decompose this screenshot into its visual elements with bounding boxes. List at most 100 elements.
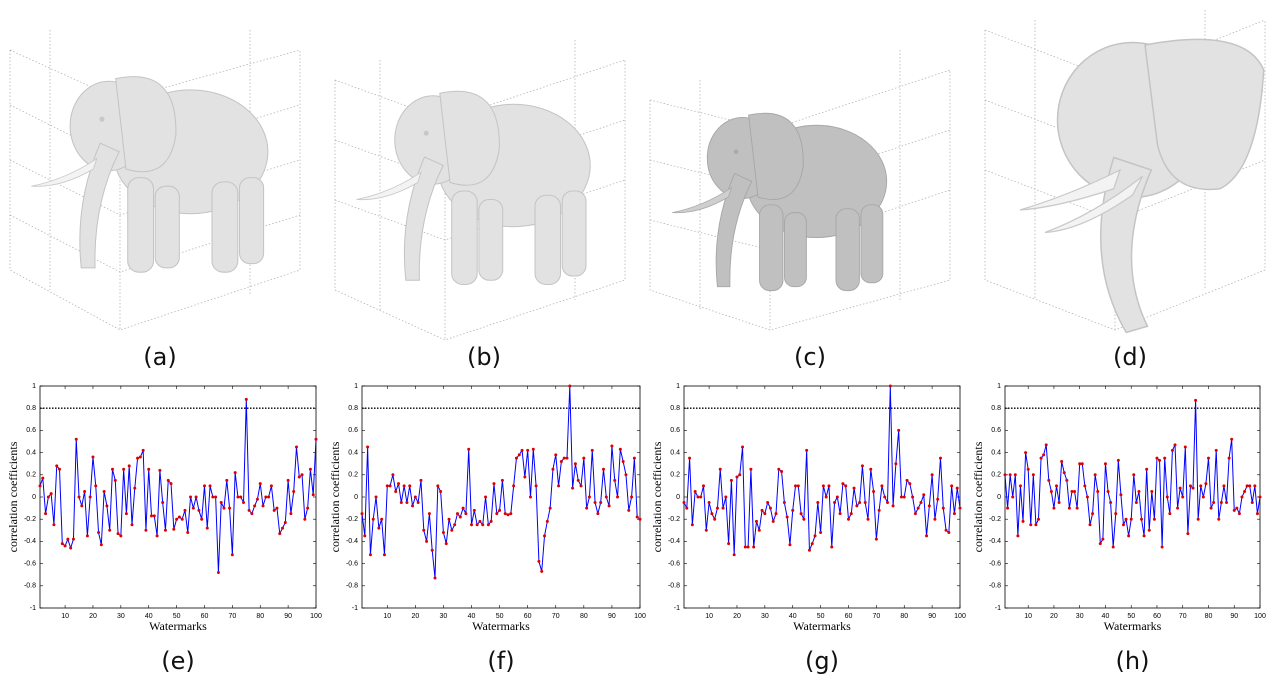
data-point — [1075, 506, 1079, 510]
data-point — [58, 467, 62, 471]
data-point — [63, 544, 67, 548]
y-tick-label: 0 — [32, 494, 36, 501]
data-point — [1006, 506, 1010, 510]
data-point — [478, 519, 482, 523]
data-point — [1093, 473, 1097, 477]
x-tick-label: 20 — [733, 613, 741, 620]
data-point — [1011, 495, 1015, 499]
x-tick-label: 30 — [1076, 613, 1084, 620]
data-point — [380, 517, 384, 521]
data-point — [852, 486, 856, 490]
data-point — [590, 448, 594, 452]
y-tick-label: -0.4 — [346, 538, 358, 545]
data-point — [616, 495, 620, 499]
data-point — [180, 517, 184, 521]
data-point — [1204, 482, 1208, 486]
data-point — [534, 484, 538, 488]
data-point — [897, 428, 901, 432]
data-point — [1016, 534, 1020, 538]
x-tick-label: 70 — [1179, 613, 1187, 620]
data-point — [791, 508, 795, 512]
series-line — [1004, 400, 1261, 547]
data-point — [175, 517, 179, 521]
data-point — [152, 514, 156, 518]
data-point — [1096, 489, 1100, 493]
data-point — [1183, 445, 1187, 449]
data-point — [216, 570, 220, 574]
render-caption: (d) — [1113, 343, 1147, 371]
data-point — [715, 506, 719, 510]
data-point — [1065, 478, 1069, 482]
data-point — [1219, 501, 1223, 505]
data-point — [593, 501, 597, 505]
y-tick-label: -0.2 — [668, 516, 680, 523]
data-point — [916, 506, 920, 510]
data-point — [509, 512, 513, 516]
chart: -1 -0.8 -0.6 -0.4 -0.2 0 0.2 0.4 0.6 0.8 1 10 20 30 40… — [328, 383, 646, 675]
data-point — [827, 484, 831, 488]
data-point — [97, 531, 101, 535]
data-point — [1255, 512, 1259, 516]
x-tick-label: 100 — [310, 613, 322, 620]
chart: -1 -0.8 -0.6 -0.4 -0.2 0 0.2 0.4 0.6 0.8 1 10 20 30 40… — [6, 383, 322, 675]
data-point — [902, 495, 906, 499]
data-point — [1013, 473, 1017, 477]
data-point — [222, 506, 226, 510]
data-point — [768, 506, 772, 510]
data-point — [1181, 495, 1185, 499]
data-point — [1253, 484, 1257, 488]
data-point — [517, 453, 521, 457]
data-point — [874, 537, 878, 541]
x-tick-label: 30 — [440, 613, 448, 620]
data-point — [531, 447, 535, 451]
data-point — [94, 484, 98, 488]
data-point — [813, 534, 817, 538]
y-tick-label: -0.8 — [668, 583, 680, 590]
data-point — [102, 489, 106, 493]
data-point — [610, 444, 614, 448]
render-caption: (b) — [467, 343, 501, 371]
data-point — [91, 455, 95, 459]
data-point — [682, 501, 686, 505]
y-tick-label: 1 — [32, 383, 36, 390]
data-point — [604, 495, 608, 499]
data-point — [1165, 495, 1169, 499]
data-point — [950, 484, 954, 488]
y-tick-label: -1 — [30, 605, 36, 612]
data-point — [1109, 501, 1113, 505]
data-point — [83, 489, 87, 493]
data-point — [1158, 458, 1162, 462]
data-point — [1188, 484, 1192, 488]
y-tick-label: -1 — [995, 605, 1001, 612]
render-b — [334, 40, 626, 341]
plot-frame — [39, 385, 317, 609]
data-point — [498, 508, 502, 512]
data-point — [1018, 484, 1022, 488]
data-point — [763, 512, 767, 516]
data-point — [738, 473, 742, 477]
data-point — [1240, 495, 1244, 499]
data-point — [1150, 489, 1154, 493]
data-point — [1101, 537, 1105, 541]
data-point — [1073, 489, 1077, 493]
data-point — [819, 531, 823, 535]
data-point — [158, 468, 162, 472]
data-point — [422, 528, 426, 532]
data-point — [197, 508, 201, 512]
data-point — [1036, 517, 1040, 521]
data-point — [405, 501, 409, 505]
x-tick-label: 40 — [1102, 613, 1110, 620]
data-point — [472, 508, 476, 512]
data-point — [484, 495, 488, 499]
data-point — [952, 512, 956, 516]
data-point — [267, 495, 271, 499]
data-point — [1052, 506, 1056, 510]
data-point — [264, 495, 268, 499]
data-point — [74, 437, 78, 441]
data-point — [754, 519, 758, 523]
x-tick-label: 90 — [608, 613, 616, 620]
x-axis-label: Watermarks — [793, 619, 851, 633]
data-point — [439, 489, 443, 493]
data-point — [308, 467, 312, 471]
y-tick-label: -0.4 — [989, 538, 1001, 545]
